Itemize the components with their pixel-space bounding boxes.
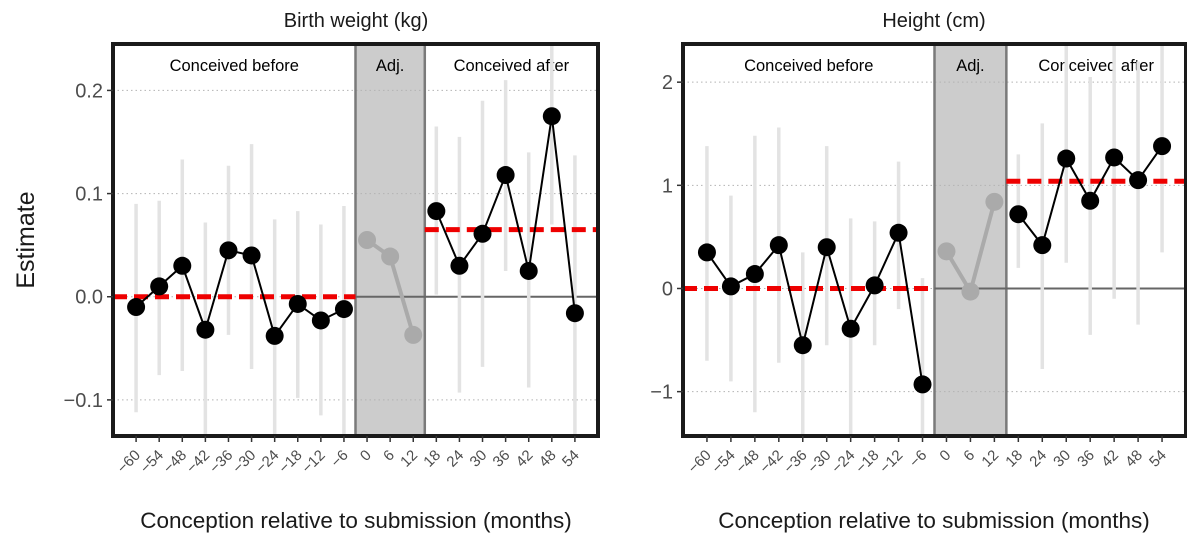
x-tick-label: 18 bbox=[1002, 447, 1026, 471]
y-tick-label: −1 bbox=[650, 382, 673, 404]
x-tick-label: 30 bbox=[1050, 447, 1074, 471]
data-point bbox=[288, 294, 307, 313]
x-tick-label: −6 bbox=[906, 447, 930, 471]
x-tick-label: −60 bbox=[685, 447, 715, 477]
data-point bbox=[450, 256, 469, 275]
x-tick-label: −30 bbox=[805, 447, 835, 477]
y-tick-label: 2 bbox=[662, 72, 673, 94]
y-tick-label: 0 bbox=[662, 278, 673, 300]
x-tick-label: 36 bbox=[1074, 447, 1098, 471]
data-point bbox=[769, 236, 788, 255]
data-point bbox=[173, 256, 192, 275]
x-tick-label: 6 bbox=[380, 447, 398, 465]
data-point bbox=[1081, 191, 1100, 210]
data-point bbox=[1009, 205, 1028, 224]
data-point bbox=[542, 107, 561, 126]
data-point bbox=[841, 319, 860, 338]
x-tick-label: 12 bbox=[978, 447, 1002, 471]
y-tick-label: 0.2 bbox=[75, 80, 103, 102]
x-tick-label: −36 bbox=[781, 447, 811, 477]
data-point bbox=[311, 311, 330, 330]
region-label: Adj. bbox=[956, 57, 984, 75]
x-tick-label: 48 bbox=[536, 447, 560, 471]
x-tick-label: 18 bbox=[420, 447, 444, 471]
data-point bbox=[865, 276, 884, 295]
data-point bbox=[1033, 236, 1052, 255]
x-tick-label: 24 bbox=[443, 447, 467, 471]
x-tick-label: −54 bbox=[709, 447, 739, 477]
region-label: Conceived after bbox=[454, 57, 570, 75]
x-tick-label: 54 bbox=[1146, 447, 1170, 471]
data-point bbox=[219, 241, 238, 260]
y-tick-label: 0.1 bbox=[75, 184, 103, 206]
chart-title: Height (cm) bbox=[882, 10, 985, 32]
x-tick-label: 54 bbox=[559, 447, 583, 471]
data-point bbox=[334, 300, 353, 319]
data-point bbox=[150, 277, 169, 296]
x-tick-label: −24 bbox=[828, 447, 858, 477]
data-point bbox=[1057, 149, 1076, 168]
data-point bbox=[565, 304, 584, 323]
series-line-before bbox=[135, 249, 345, 339]
region-label: Conceived before bbox=[744, 57, 873, 75]
panel-frame bbox=[111, 42, 600, 438]
data-point bbox=[889, 223, 908, 242]
data-point bbox=[427, 202, 446, 221]
x-tick-label: −18 bbox=[852, 447, 882, 477]
x-axis-label: Conception relative to submission (month… bbox=[718, 508, 1149, 533]
data-point bbox=[793, 336, 812, 355]
data-point bbox=[985, 192, 1004, 211]
x-tick-label: −12 bbox=[876, 447, 906, 477]
data-point bbox=[745, 265, 764, 284]
x-tick-label: 48 bbox=[1122, 447, 1146, 471]
panel-frame bbox=[681, 42, 1187, 438]
data-point bbox=[242, 246, 261, 265]
x-tick-label: 6 bbox=[960, 447, 978, 465]
x-tick-label: 30 bbox=[467, 447, 491, 471]
y-tick-label: 0.0 bbox=[75, 287, 103, 309]
adjustment-region bbox=[934, 44, 1007, 436]
data-point bbox=[127, 298, 146, 317]
data-point bbox=[496, 166, 515, 185]
panel-birth-weight: Birth weight (kg) Conceived before Adj. Con… bbox=[64, 10, 600, 533]
x-axis-label: Conception relative to submission (month… bbox=[140, 508, 571, 533]
data-point bbox=[519, 261, 538, 280]
panel-height: Height (cm)Conceived before Adj. Conceived… bbox=[650, 10, 1187, 533]
data-point bbox=[265, 326, 284, 345]
x-tick-label: 0 bbox=[357, 447, 375, 465]
x-tick-label: 12 bbox=[397, 447, 421, 471]
x-tick-label: −42 bbox=[757, 447, 787, 477]
data-point bbox=[937, 242, 956, 261]
data-point bbox=[913, 375, 932, 394]
data-point bbox=[1129, 171, 1148, 190]
data-point bbox=[404, 325, 423, 344]
data-point bbox=[1153, 137, 1172, 156]
data-point bbox=[961, 282, 980, 301]
data-point bbox=[817, 238, 836, 257]
data-point bbox=[381, 247, 400, 266]
x-tick-label: 24 bbox=[1026, 447, 1050, 471]
data-point bbox=[721, 277, 740, 296]
data-point bbox=[196, 320, 215, 339]
y-tick-label: −0.1 bbox=[64, 390, 103, 412]
y-axis-label: Estimate bbox=[12, 191, 40, 288]
data-point bbox=[473, 224, 492, 243]
x-tick-label: 0 bbox=[936, 447, 954, 465]
chart-title: Birth weight (kg) bbox=[284, 10, 429, 32]
data-point bbox=[358, 231, 377, 249]
region-label: Adj. bbox=[376, 57, 404, 75]
x-tick-label: 42 bbox=[513, 447, 537, 471]
y-tick-label: 1 bbox=[662, 175, 673, 197]
x-tick-label: −48 bbox=[733, 447, 763, 477]
data-point bbox=[697, 243, 716, 262]
region-label: Conceived before bbox=[170, 57, 299, 75]
series-line-before bbox=[706, 229, 924, 385]
data-point bbox=[1105, 148, 1124, 167]
x-tick-label: 42 bbox=[1098, 447, 1122, 471]
x-tick-label: −12 bbox=[299, 447, 329, 477]
x-tick-label: 36 bbox=[490, 447, 514, 471]
x-tick-label: −6 bbox=[328, 447, 352, 471]
